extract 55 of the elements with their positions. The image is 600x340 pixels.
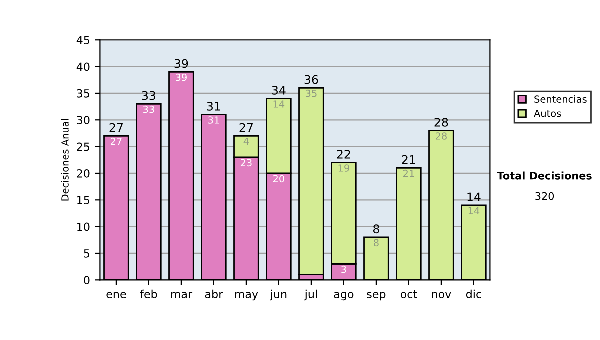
- data-label: 21: [403, 170, 414, 178]
- legend-label: Sentencias: [534, 95, 587, 104]
- total-label: 33: [142, 91, 156, 100]
- y-tick-label: 20: [77, 169, 90, 178]
- total-label: 22: [337, 150, 350, 159]
- data-label: 14: [468, 207, 480, 214]
- data-label: 14: [274, 100, 285, 108]
- data-label: 4: [244, 138, 249, 146]
- total-label: 21: [402, 155, 416, 164]
- x-tick-label: oct: [400, 290, 418, 298]
- total-label: 39: [174, 59, 188, 68]
- x-tick-label: ago: [334, 292, 354, 301]
- data-label: 27: [110, 138, 122, 146]
- legend-label: Autos: [534, 110, 562, 118]
- x-tick-label: nov: [432, 292, 452, 298]
- total-label: 27: [110, 123, 123, 132]
- x-tick-label: may: [235, 292, 258, 301]
- data-label: 33: [144, 106, 154, 114]
- data-label: 19: [338, 164, 350, 172]
- data-label: 20: [273, 175, 284, 183]
- x-tick-label: ene: [106, 292, 126, 298]
- y-tick-label: 10: [78, 222, 90, 232]
- total-label: 28: [434, 118, 448, 127]
- text: Total Decisiones: [497, 172, 592, 180]
- y-tick-label: 35: [77, 89, 90, 98]
- total-label: 34: [272, 86, 286, 95]
- data-label: 28: [436, 132, 447, 140]
- y-tick-label: 5: [84, 250, 90, 258]
- total-label: 36: [304, 75, 318, 84]
- x-tick-label: abr: [205, 290, 224, 298]
- y-tick-label: 45: [76, 36, 90, 44]
- y-axis-title: Decisiones Anual: [61, 119, 69, 201]
- y-tick-label: 30: [77, 116, 90, 125]
- total-label: 8: [373, 224, 380, 234]
- total-label: 31: [207, 102, 220, 111]
- data-label: 35: [306, 90, 317, 98]
- x-tick-label: sep: [367, 292, 386, 301]
- total-label: 27: [240, 123, 253, 132]
- y-tick-label: 25: [77, 142, 90, 152]
- y-tick-label: 0: [84, 276, 90, 285]
- data-label: 31: [208, 116, 220, 124]
- y-tick-label: 40: [76, 62, 90, 72]
- y-tick-label: 15: [78, 196, 90, 205]
- x-tick-label: dic: [466, 290, 482, 298]
- data-label: 23: [240, 159, 252, 167]
- x-tick-label: jun: [270, 290, 287, 301]
- total-label: 14: [468, 192, 481, 202]
- data-label: 39: [176, 74, 187, 82]
- x-tick-label: jul: [304, 290, 318, 301]
- x-tick-label: feb: [140, 290, 158, 298]
- data-label: 8: [374, 239, 379, 247]
- bar: [298, 87, 324, 276]
- text: 320: [536, 192, 554, 200]
- data-label: 3: [342, 266, 346, 274]
- x-tick-label: mar: [171, 292, 193, 298]
